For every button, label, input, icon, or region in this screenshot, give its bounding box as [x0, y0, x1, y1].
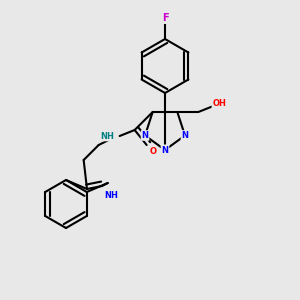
Text: N: N [142, 131, 148, 140]
Text: NH: NH [104, 190, 118, 200]
Text: N: N [182, 131, 188, 140]
Text: NH: NH [101, 131, 115, 140]
Text: O: O [149, 146, 156, 155]
Text: N: N [161, 146, 169, 154]
Text: F: F [162, 13, 168, 23]
Text: OH: OH [212, 98, 226, 107]
